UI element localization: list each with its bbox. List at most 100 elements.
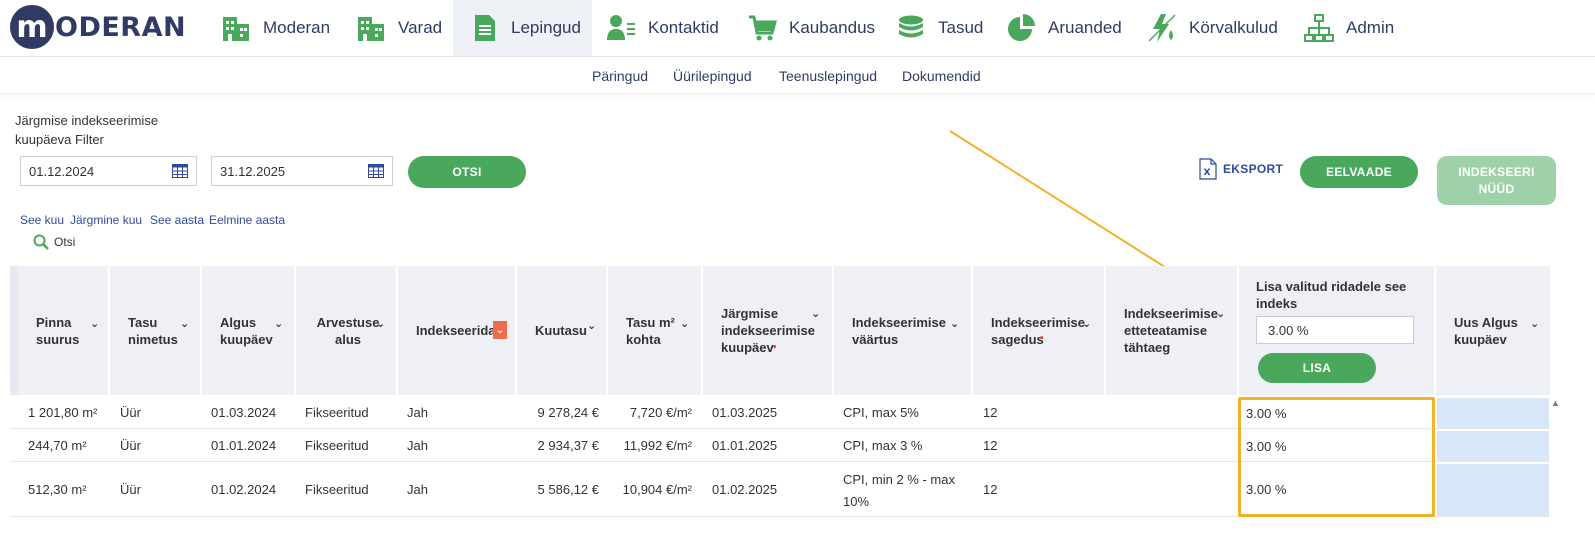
cell-billing-basis: Fikseeritud	[305, 405, 369, 420]
logo-text: ODERAN	[55, 11, 187, 43]
search-icon	[33, 234, 49, 250]
cell-new-index[interactable]: 3.00 %	[1240, 399, 1432, 427]
cell-billing-basis: Fikseeritud	[305, 438, 369, 453]
date-to-value: 31.12.2025	[220, 164, 286, 179]
nav-label: Tasud	[938, 18, 984, 37]
cell-area: 244,70 m²	[28, 438, 87, 453]
column-header-billing-basis[interactable]: Arvestuse alus ⌄	[296, 266, 398, 395]
table-row[interactable]	[10, 462, 1550, 517]
chevron-down-icon: ⌄	[274, 318, 284, 330]
chevron-down-icon: ⌄	[376, 318, 386, 330]
cell-index-value: CPI, max 3 %	[843, 438, 923, 453]
chevron-down-icon: ⌄	[1530, 318, 1540, 330]
moderan-logo[interactable]: m ODERAN	[10, 5, 186, 49]
table-row[interactable]	[10, 396, 1550, 429]
cell-new-index[interactable]: 3.00 %	[1240, 465, 1432, 514]
cell-next-index-date: 01.01.2025	[712, 438, 778, 453]
column-header-index-notice[interactable]: Indekseerimise etteteatamise tähtaeg ⌄	[1106, 266, 1239, 395]
add-index-button[interactable]: LISA	[1258, 353, 1376, 383]
subnav-dokumendid[interactable]: Dokumendid	[902, 68, 981, 84]
date-from-input[interactable]: 01.12.2024	[20, 156, 197, 186]
quick-link-this-month[interactable]: See kuu	[20, 213, 65, 227]
column-header-label: Pinna suurus	[36, 314, 80, 347]
column-header-index-frequency[interactable]: Indekseerimise sagedus • ⌄	[973, 266, 1106, 395]
column-header-label: Algus kuupäev	[220, 314, 273, 347]
utilities-icon	[1147, 13, 1177, 43]
column-header-fee-per-m2[interactable]: Tasu m² kohta ⌄	[608, 266, 703, 395]
new-start-cell[interactable]	[1437, 398, 1549, 428]
nav-item-tasud[interactable]: Tasud	[880, 0, 997, 56]
calendar-icon[interactable]	[172, 164, 188, 178]
excel-icon: X	[1199, 158, 1217, 180]
column-header-label: Indekseerimise etteteatamise tähtaeg	[1124, 306, 1218, 355]
cell-fee-name: Üür	[120, 482, 141, 497]
chevron-down-icon: ⌄	[1216, 308, 1226, 320]
subnav-paringud[interactable]: Päringud	[592, 68, 649, 84]
chevron-down-icon: ⌄	[90, 318, 100, 330]
required-marker: •	[773, 342, 777, 353]
column-header-next-index-date[interactable]: Järgmise indekseerimise kuupäev • ⌄	[703, 266, 834, 395]
column-header-add-index: Lisa valitud ridadele see indeks	[1239, 266, 1436, 395]
nav-item-admin[interactable]: Admin	[1288, 0, 1408, 56]
column-header-label: Indekseerimise väärtus	[852, 314, 946, 347]
quick-link-this-year[interactable]: See aasta	[150, 213, 205, 227]
nav-item-kaubandus[interactable]: Kaubandus	[731, 0, 889, 56]
cell-start-date: 01.03.2024	[211, 405, 277, 420]
cell-index-frequency: 12	[983, 405, 998, 420]
nav-label: Moderan	[263, 18, 331, 37]
index-now-button[interactable]: INDEKSEERI NÜÜD	[1437, 156, 1556, 205]
subnav-teenuslepingud[interactable]: Teenuslepingud	[779, 68, 878, 84]
svg-text:X: X	[1204, 168, 1211, 178]
calendar-icon[interactable]	[368, 164, 384, 178]
cell-monthly-fee: 9 278,24 €	[537, 405, 599, 420]
nav-item-korvalkulud[interactable]: Körvalkulud	[1131, 0, 1292, 56]
chevron-down-icon: ⌄	[1082, 318, 1092, 330]
cell-fee-per-m2: 7,720 €/m²	[629, 405, 692, 420]
filter-active-icon[interactable]: ⌄	[493, 321, 507, 339]
sub-navigation: Päringud Üürilepingud Teenuslepingud Dok…	[0, 58, 1595, 94]
search-link[interactable]: Otsi	[33, 234, 75, 250]
cell-fee-per-m2: 10,904 €/m²	[622, 482, 692, 497]
coins-icon	[896, 13, 926, 43]
cell-new-index[interactable]: 3.00 %	[1240, 432, 1432, 460]
quick-link-next-month[interactable]: Järgmine kuu	[70, 213, 143, 227]
new-start-cell[interactable]	[1437, 431, 1549, 461]
nav-label: Körvalkulud	[1189, 18, 1278, 37]
column-header-indexable[interactable]: Indekseerida ⌄	[398, 266, 517, 395]
nav-label: Kontaktid	[648, 18, 719, 37]
nav-item-aruanded[interactable]: Aruanded	[990, 0, 1136, 56]
search-button[interactable]: OTSI	[408, 156, 526, 188]
export-button[interactable]: X EKSPORT	[1199, 158, 1283, 180]
logo-mark: m	[10, 5, 54, 49]
required-marker: •	[1040, 333, 1044, 344]
cell-start-date: 01.01.2024	[211, 438, 277, 453]
vertical-scrollbar[interactable]: ▲	[1549, 398, 1561, 518]
add-index-label: Lisa valitud ridadele see indeks	[1256, 279, 1407, 311]
nav-item-kontaktid[interactable]: Kontaktid	[590, 0, 733, 56]
add-index-input[interactable]: 3.00 %	[1256, 316, 1414, 344]
cell-next-index-date: 01.02.2025	[712, 482, 778, 497]
column-header-area[interactable]: Pinna suurus ⌄	[18, 266, 110, 395]
nav-item-moderan[interactable]: Moderan	[205, 0, 344, 56]
scroll-up-icon[interactable]: ▲	[1551, 398, 1560, 408]
new-start-cell[interactable]	[1437, 464, 1549, 516]
column-header-monthly-fee[interactable]: Kuutasu ⌄	[517, 266, 608, 395]
column-header-label: Indekseerida	[416, 323, 496, 338]
column-header-index-value[interactable]: Indekseerimise väärtus ⌄	[834, 266, 973, 395]
column-header-fee-name[interactable]: Tasu nimetus ⌄	[110, 266, 202, 395]
cell-start-date: 01.02.2024	[211, 482, 277, 497]
buildings-icon	[356, 13, 386, 43]
column-header-label: Järgmise indekseerimise kuupäev	[721, 306, 815, 355]
quick-link-last-year[interactable]: Eelmine aasta	[209, 213, 286, 227]
document-icon	[469, 13, 499, 43]
table-row[interactable]	[10, 429, 1550, 462]
date-to-input[interactable]: 31.12.2025	[211, 156, 393, 186]
column-header-start-date[interactable]: Algus kuupäev ⌄	[202, 266, 296, 395]
subnav-uurilepingud[interactable]: Üürilepingud	[673, 68, 752, 84]
nav-item-varad[interactable]: Varad	[340, 0, 456, 56]
column-header-label: Tasu m² kohta	[626, 314, 675, 347]
nav-label: Admin	[1346, 18, 1395, 37]
preview-button[interactable]: EELVAADE	[1300, 156, 1418, 188]
column-header-new-start[interactable]: Uus Algus kuupäev ⌄	[1436, 266, 1550, 395]
nav-item-lepingud[interactable]: Lepingud	[453, 0, 592, 56]
